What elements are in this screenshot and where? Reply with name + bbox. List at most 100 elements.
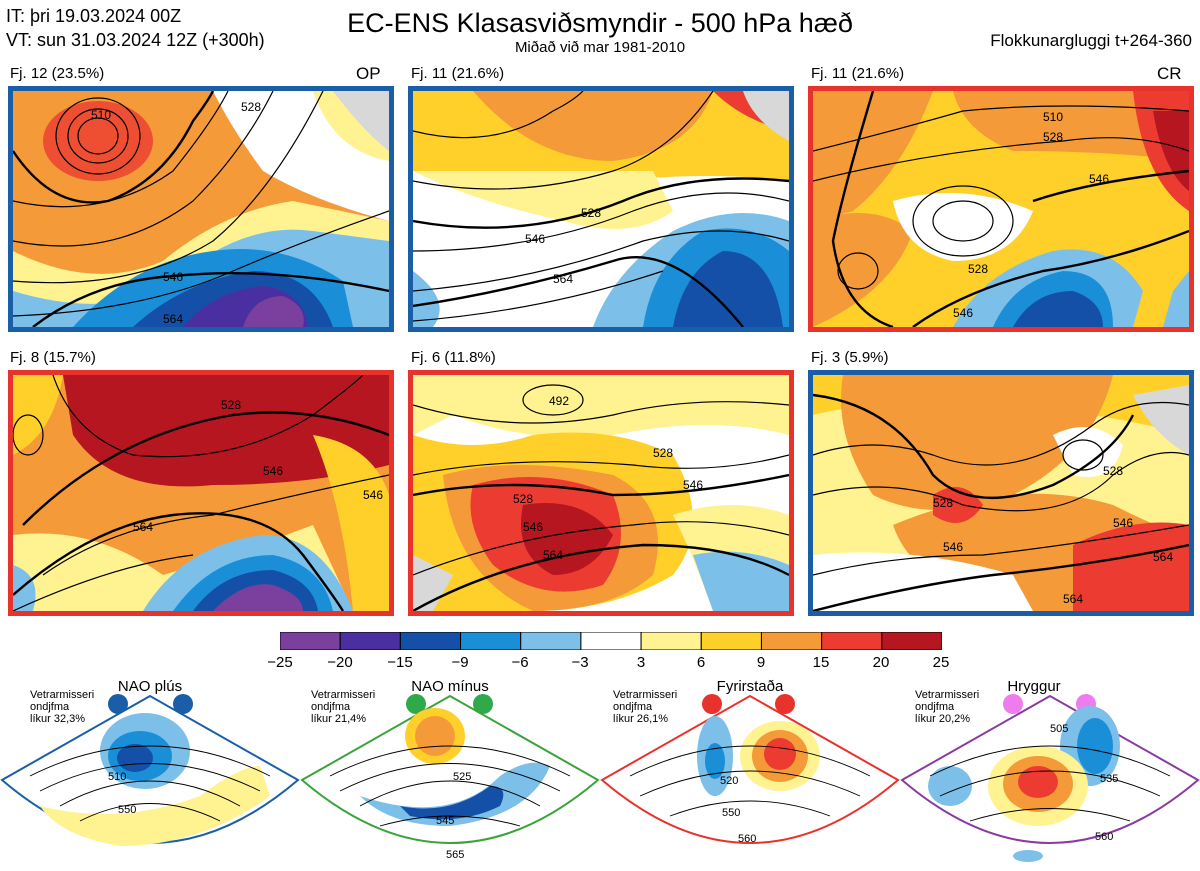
colorbar-swatch <box>279 631 341 651</box>
panel-3-tag: CR <box>1157 64 1182 83</box>
colorbar-tick: −20 <box>327 654 353 671</box>
panel-4-contour-3: 564 <box>133 520 153 534</box>
colorbar-tick: 6 <box>696 654 706 671</box>
panel-6-contour-3: 564 <box>1063 592 1083 606</box>
panel-1-contour-2: 528 <box>241 100 261 114</box>
panel-3-contour-1: 510 <box>1043 110 1063 124</box>
classification-window: Flokkunargluggi t+264-360 <box>990 31 1192 50</box>
panel-3-contour-3: 546 <box>1089 172 1109 186</box>
panel-2-contour-1: 528 <box>581 206 601 220</box>
colorbar-tick: 15 <box>812 654 830 671</box>
panel-3-label: Fj. 11 (21.6%) <box>811 65 905 82</box>
colorbar-swatches <box>279 631 943 651</box>
panel-4-map: 528 546 564 546 <box>8 370 394 616</box>
colorbar-swatch <box>460 631 522 651</box>
regime-title: NAO plús <box>117 678 183 695</box>
colorbar-swatch <box>399 631 462 651</box>
regime-title: Hryggur <box>1007 678 1061 695</box>
colorbar-swatch <box>700 631 762 651</box>
valid-time: VT: sun 31.03.2024 12Z (+300h) <box>6 30 265 50</box>
panel-5-contour-4: 564 <box>543 548 563 562</box>
panel-5-contour-6: 528 <box>653 446 673 460</box>
panel-6-contour-4: 546 <box>1113 516 1133 530</box>
regime-contour: 545 <box>436 815 454 827</box>
panel-3-contour-4: 528 <box>968 262 988 276</box>
panel-2-contour-3: 564 <box>553 272 573 286</box>
panel-6-contour-5: 528 <box>1103 464 1123 478</box>
page-title: EC-ENS Klasasviðsmyndir - 500 hPa hæð <box>347 8 853 38</box>
panel-1-tag: OP <box>356 64 381 83</box>
panel-3-map: 510 528 546 528 546 <box>808 86 1194 332</box>
regime-dot <box>775 694 795 714</box>
panel-6-contour-1: 528 <box>933 496 953 510</box>
regime-blocking: Vetrarmisseri ondjfma líkur 26,1% Fyrirsta… <box>600 676 900 871</box>
panel-1-contour-3: 546 <box>163 270 183 284</box>
panel-4-contour-1: 528 <box>221 398 241 412</box>
regime-contour: 565 <box>446 849 464 861</box>
colorbar-tick: 9 <box>756 654 766 671</box>
regime-dot <box>1003 694 1023 714</box>
colorbar-swatch <box>640 631 702 651</box>
colorbar-tick: 3 <box>636 654 646 671</box>
panel-6-contour-2: 546 <box>943 540 963 554</box>
colorbar-tick: −25 <box>267 654 293 671</box>
colorbar-tick: −6 <box>511 654 529 671</box>
panel-6-label: Fj. 3 (5.9%) <box>811 349 889 366</box>
panel-5-label: Fj. 6 (11.8%) <box>411 349 496 366</box>
regime-contour: 550 <box>118 804 136 816</box>
init-time: IT: þri 19.03.2024 00Z <box>6 6 182 26</box>
panel-1-label: Fj. 12 (23.5%) <box>10 65 105 82</box>
colorbar-tick: −9 <box>451 654 469 671</box>
panel-5-contour-5: 546 <box>683 478 703 492</box>
panel-1-map: 510 528 546 564 <box>8 86 394 332</box>
regime-info: Vetrarmisseri ondjfma líkur 26,1% <box>613 689 678 725</box>
panel-2-map: 528 546 564 <box>408 86 794 332</box>
panel-2-contour-2: 546 <box>525 232 545 246</box>
regime-contour: 505 <box>1050 723 1068 735</box>
regime-contour: 520 <box>720 775 738 787</box>
colorbar-swatch <box>821 631 883 651</box>
panel-3-contour-5: 546 <box>953 306 973 320</box>
panel-2-label: Fj. 11 (21.6%) <box>411 65 505 82</box>
panel-4-label: Fj. 8 (15.7%) <box>10 349 96 366</box>
regime-info: Vetrarmisseri ondjfma líkur 20,2% <box>915 689 980 725</box>
regime-dot <box>406 694 426 714</box>
colorbar-swatch <box>520 631 582 651</box>
regime-contour: 550 <box>722 807 740 819</box>
regime-contour: 560 <box>1095 831 1113 843</box>
panel-5-contour-2: 528 <box>513 492 533 506</box>
panel-4-contour-4: 546 <box>363 488 383 502</box>
colorbar-ticks: −25 −20 −15 −9 −6 −3 3 6 9 15 20 25 <box>0 654 1200 674</box>
regime-title: NAO mínus <box>411 678 489 695</box>
panel-1-contour-4: 564 <box>163 312 183 326</box>
colorbar-tick: 20 <box>872 654 890 671</box>
regime-info: Vetrarmisseri ondjfma líkur 32,3% <box>30 689 95 725</box>
panel-5-contour-1: 492 <box>549 394 569 408</box>
header-times: IT: þri 19.03.2024 00Z VT: sun 31.03.202… <box>6 4 265 52</box>
colorbar-tick: 25 <box>932 654 950 671</box>
regime-nao-minus: Vetrarmisseri ondjfma líkur 21,4% NAO mínu… <box>300 676 600 871</box>
regime-contour: 560 <box>738 833 756 845</box>
regime-dot <box>173 694 193 714</box>
colorbar-tick: −15 <box>387 654 413 671</box>
panel-4-contour-2: 546 <box>263 464 283 478</box>
colorbar-swatch <box>881 631 943 651</box>
panel-6-contour-6: 564 <box>1153 550 1173 564</box>
regime-info: Vetrarmisseri ondjfma líkur 21,4% <box>311 689 376 725</box>
colorbar <box>279 631 943 651</box>
regime-contour: 535 <box>1100 773 1118 785</box>
colorbar-swatch <box>580 631 642 651</box>
panel-3-contour-2: 528 <box>1043 130 1063 144</box>
panel-1-contour-1: 510 <box>91 108 111 122</box>
colorbar-tick: −3 <box>571 654 589 671</box>
page-subtitle: Miðað við mar 1981-2010 <box>514 39 686 56</box>
panel-5-map: 492 528 546 564 546 528 <box>408 370 794 616</box>
regime-ridge: Vetrarmisseri ondjfma líkur 20,2% Hryggur … <box>900 676 1200 871</box>
colorbar-swatch <box>760 631 823 651</box>
regime-contour: 525 <box>453 771 471 783</box>
colorbar-swatch <box>339 631 401 651</box>
regime-title: Fyrirstaða <box>716 678 784 695</box>
regime-dot <box>108 694 128 714</box>
panel-5-contour-3: 546 <box>523 520 543 534</box>
regime-contour: 510 <box>108 771 126 783</box>
